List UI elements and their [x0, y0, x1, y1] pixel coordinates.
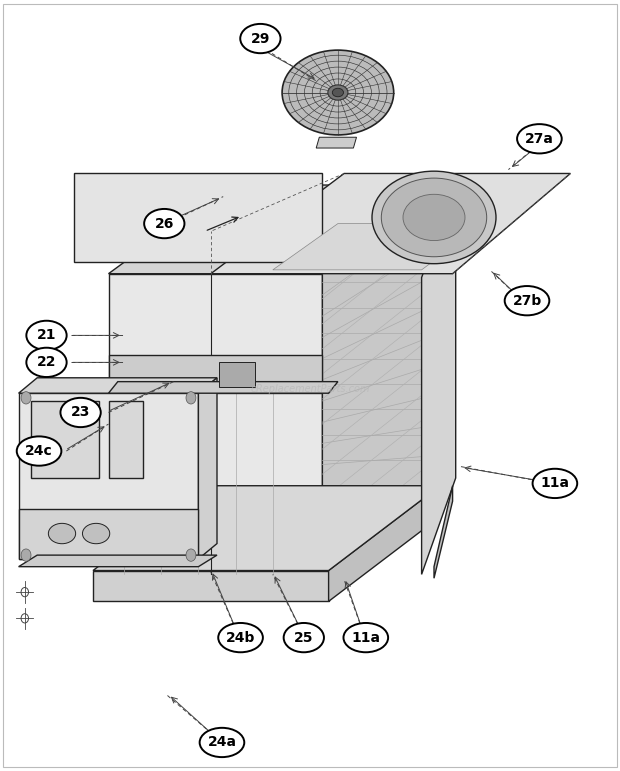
Circle shape — [186, 549, 196, 561]
Ellipse shape — [17, 436, 61, 466]
Polygon shape — [329, 486, 440, 601]
Polygon shape — [93, 571, 329, 601]
Text: 21: 21 — [37, 328, 56, 342]
Ellipse shape — [218, 623, 263, 652]
Ellipse shape — [533, 469, 577, 498]
Text: eReplacementParts.com: eReplacementParts.com — [250, 385, 370, 394]
Polygon shape — [19, 555, 217, 567]
Ellipse shape — [26, 321, 67, 350]
Ellipse shape — [48, 524, 76, 544]
Ellipse shape — [403, 194, 465, 241]
Text: 11a: 11a — [352, 631, 380, 645]
Polygon shape — [108, 274, 322, 574]
Polygon shape — [198, 378, 217, 559]
Ellipse shape — [61, 398, 101, 427]
Polygon shape — [422, 185, 456, 574]
Text: 26: 26 — [154, 217, 174, 231]
Ellipse shape — [144, 209, 185, 238]
Text: 27b: 27b — [512, 294, 542, 308]
Polygon shape — [322, 185, 434, 574]
Ellipse shape — [381, 178, 487, 257]
Ellipse shape — [240, 24, 280, 53]
Polygon shape — [31, 401, 99, 478]
Polygon shape — [74, 173, 322, 262]
Polygon shape — [434, 486, 453, 578]
Text: 24c: 24c — [25, 444, 53, 458]
Ellipse shape — [517, 124, 562, 153]
Polygon shape — [93, 486, 440, 571]
Polygon shape — [19, 509, 198, 559]
Polygon shape — [108, 185, 434, 274]
Ellipse shape — [282, 50, 394, 135]
Text: 22: 22 — [37, 355, 56, 369]
Text: 23: 23 — [71, 406, 91, 419]
Ellipse shape — [284, 623, 324, 652]
Ellipse shape — [26, 348, 67, 377]
Polygon shape — [211, 173, 570, 274]
Ellipse shape — [332, 89, 343, 97]
Polygon shape — [108, 382, 338, 393]
Text: 25: 25 — [294, 631, 314, 645]
Ellipse shape — [328, 85, 348, 100]
Polygon shape — [273, 224, 484, 270]
Text: 11a: 11a — [541, 476, 569, 490]
Polygon shape — [108, 355, 322, 393]
Text: 24b: 24b — [226, 631, 255, 645]
Ellipse shape — [505, 286, 549, 315]
Polygon shape — [19, 378, 217, 393]
Ellipse shape — [343, 623, 388, 652]
Ellipse shape — [200, 728, 244, 757]
Circle shape — [186, 392, 196, 404]
Polygon shape — [19, 393, 198, 559]
Text: 29: 29 — [250, 32, 270, 45]
Text: 24a: 24a — [208, 736, 236, 749]
Circle shape — [21, 549, 31, 561]
Text: 27a: 27a — [525, 132, 554, 146]
Circle shape — [21, 392, 31, 404]
Ellipse shape — [372, 171, 496, 264]
FancyBboxPatch shape — [219, 362, 255, 387]
Polygon shape — [316, 137, 356, 148]
Polygon shape — [108, 401, 143, 478]
Ellipse shape — [82, 524, 110, 544]
